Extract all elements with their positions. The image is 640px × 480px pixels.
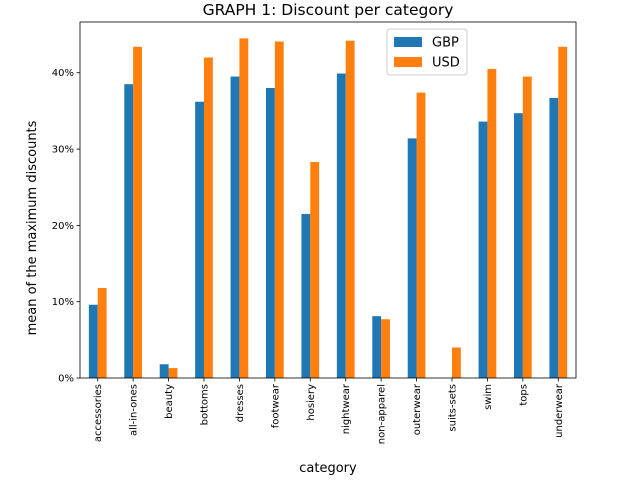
x-tick-label: all-in-ones [129, 384, 140, 436]
x-axis-label: category [299, 461, 357, 476]
bar-gbp-tops [514, 113, 523, 378]
y-tick-label: 20% [52, 221, 74, 232]
x-tick-label: footwear [270, 383, 281, 428]
bar-usd-all-in-ones [133, 46, 142, 378]
bar-usd-accessories [97, 287, 107, 378]
bar-usd-non-apparel [381, 319, 390, 378]
bar-gbp-footwear [266, 88, 275, 379]
bar-gbp-accessories [88, 304, 98, 378]
y-tick-label: 0% [58, 374, 74, 385]
bar-gbp-underwear [549, 97, 559, 379]
bar-gbp-beauty [159, 364, 169, 378]
bar-gbp-outerwear [407, 138, 417, 378]
bar-gbp-non-apparel [372, 316, 382, 378]
bar-usd-swim [487, 68, 497, 379]
bar-usd-hosiery [310, 162, 320, 378]
x-tick-label: outerwear [412, 383, 423, 435]
y-axis-label: mean of the maximum discounts [25, 120, 40, 335]
y-tick-label: 40% [52, 68, 74, 79]
legend-label-gbp: GBP [432, 36, 459, 51]
x-tick-label: dresses [235, 384, 246, 422]
bar-gbp-nightwear [336, 73, 346, 378]
x-tick-label: swim [483, 384, 494, 410]
x-tick-label: bottoms [200, 384, 211, 425]
bar-gbp-swim [478, 121, 488, 378]
bar-gbp-dresses [230, 76, 240, 378]
x-tick-label: underwear [554, 383, 565, 438]
x-tick-label: nightwear [341, 383, 352, 434]
plot-frame [79, 21, 577, 379]
bar-usd-outerwear [416, 92, 426, 379]
legend: GBP USD [386, 28, 468, 76]
y-tick-label: 10% [52, 297, 74, 308]
x-tick-label: non-apparel [377, 384, 388, 444]
bar-usd-bottoms [204, 57, 213, 378]
x-tick-label: tops [518, 384, 529, 406]
x-tick-label: accessories [93, 384, 104, 442]
x-tick-label: hosiery [306, 384, 317, 421]
bar-usd-beauty [168, 368, 178, 378]
x-tick-label: beauty [164, 384, 175, 419]
bar-usd-footwear [274, 41, 284, 378]
bar-gbp-bottoms [195, 101, 204, 378]
y-tick-label: 30% [52, 145, 74, 156]
bar-usd-nightwear [345, 40, 355, 378]
bar-usd-tops [522, 76, 532, 378]
bar-usd-underwear [558, 46, 568, 378]
legend-swatch-usd [394, 57, 422, 67]
bar-usd-suits-sets [452, 347, 461, 378]
x-tick-label: suits-sets [448, 384, 459, 432]
legend-label-usd: USD [432, 56, 460, 71]
legend-swatch-gbp [394, 37, 422, 47]
chart-title: GRAPH 1: Discount per category [203, 1, 454, 19]
bar-gbp-hosiery [301, 213, 311, 378]
bar-gbp-all-in-ones [124, 84, 134, 378]
bar-usd-dresses [239, 38, 249, 378]
